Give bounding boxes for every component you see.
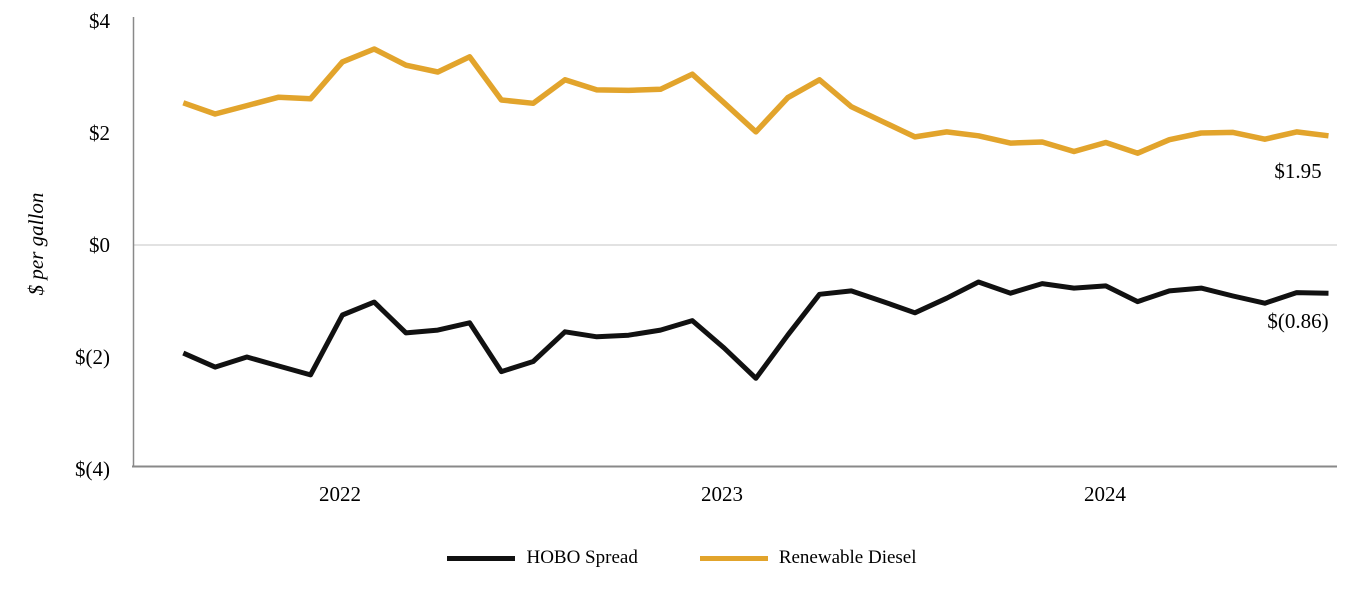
y-tick-2: $2 (89, 121, 110, 145)
x-tick-2023: 2023 (701, 482, 743, 506)
legend-item-hobo-spread: HOBO Spread (447, 547, 638, 569)
renewable-diesel-end-value-label: $1.95 (1274, 159, 1322, 183)
renewable-diesel-line-swatch (699, 555, 768, 561)
hobo-spread-line-swatch (447, 555, 516, 561)
hobo-spread-line (182, 279, 1329, 381)
hobo-spread-end-value-label: $(0.86) (1267, 309, 1329, 333)
chart-legend: HOBO Spread Renewable Diesel (0, 547, 1364, 569)
y-axis-title: $ per gallon (24, 192, 48, 296)
series-lines (182, 46, 1329, 381)
legend-label-hobo-spread: HOBO Spread (526, 547, 638, 568)
legend-label-renewable-diesel: Renewable Diesel (778, 547, 917, 568)
x-tick-2022: 2022 (319, 482, 361, 506)
y-tick-0: $0 (89, 233, 110, 257)
y-tick-4: $4 (89, 9, 110, 33)
renewable-diesel-line (182, 46, 1329, 156)
x-tick-2024: 2024 (1084, 482, 1126, 506)
y-tick-neg2: $(2) (75, 345, 110, 369)
legend-item-renewable-diesel: Renewable Diesel (699, 547, 917, 569)
y-tick-neg4: $(4) (75, 457, 110, 481)
